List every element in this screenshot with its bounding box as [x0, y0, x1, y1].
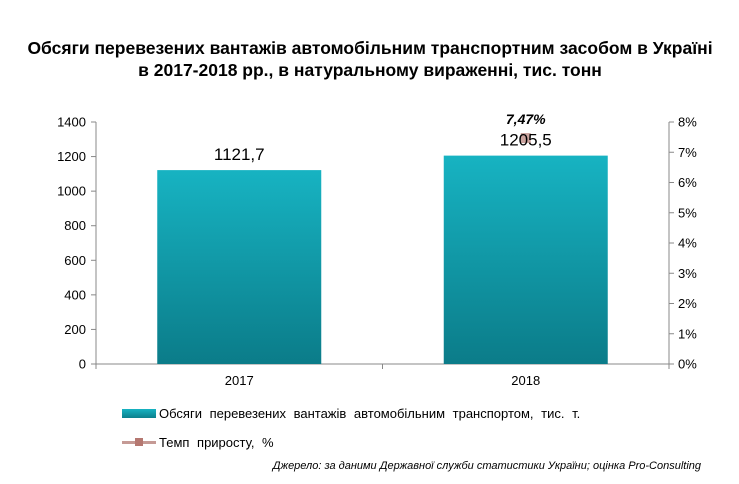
data-labels-layer: 1121,7 1205,5 7,47% — [214, 111, 552, 164]
y-right-tick-label: 0% — [678, 357, 697, 372]
bar-data-label: 1205,5 — [500, 131, 552, 150]
growth-line-layer — [520, 133, 531, 144]
y-right-tick-label: 5% — [678, 205, 697, 220]
y-left-tick-label: 1200 — [57, 149, 86, 164]
y-right-tick-label: 8% — [678, 115, 697, 130]
y-left-tick-label: 0 — [79, 357, 86, 372]
y-right-tick-label: 4% — [678, 236, 697, 251]
chart-title: Обсяги перевезених вантажів автомобільни… — [27, 38, 713, 80]
y-left-tick-label: 1000 — [57, 184, 86, 199]
bar-data-label: 1121,7 — [214, 145, 265, 164]
y-left-tick-label: 200 — [64, 322, 86, 337]
legend-line-swatch — [122, 437, 156, 447]
bars-layer — [157, 155, 608, 364]
legend: Обсяги перевезених вантажів автомобільни… — [122, 403, 580, 461]
y-left-tick-label: 400 — [64, 287, 86, 302]
y-right-tick-label: 2% — [678, 296, 697, 311]
bar — [443, 155, 608, 364]
x-tick-label: 2018 — [511, 373, 540, 388]
y-right-tick-label: 7% — [678, 145, 697, 160]
growth-marker — [520, 133, 531, 144]
legend-item-volume: Обсяги перевезених вантажів автомобільни… — [122, 403, 580, 423]
y-left-tick-label: 800 — [64, 218, 86, 233]
chart-plot: 0 200 400 600 800 1000 1200 1400 0% 1% 2% 3% 4% 5% 6% 7… — [57, 111, 697, 388]
legend-bar-swatch — [122, 408, 156, 418]
legend-label-growth: Темп приросту, % — [159, 434, 274, 450]
y-left-tick-label: 1400 — [57, 115, 86, 130]
growth-data-label: 7,47% — [506, 111, 546, 127]
y-left-tick-label: 600 — [64, 253, 86, 268]
source-note: Джерело: за даними Державної служби стат… — [272, 460, 701, 472]
y-right-tick-label: 6% — [678, 175, 697, 190]
x-tick-label: 2017 — [225, 373, 254, 388]
legend-label-volume: Обсяги перевезених вантажів автомобільни… — [159, 405, 581, 421]
y-right-tick-label: 1% — [678, 326, 697, 341]
bar — [157, 170, 322, 364]
y-right-tick-label: 3% — [678, 266, 697, 281]
legend-item-growth: Темп приросту, % — [122, 432, 580, 452]
